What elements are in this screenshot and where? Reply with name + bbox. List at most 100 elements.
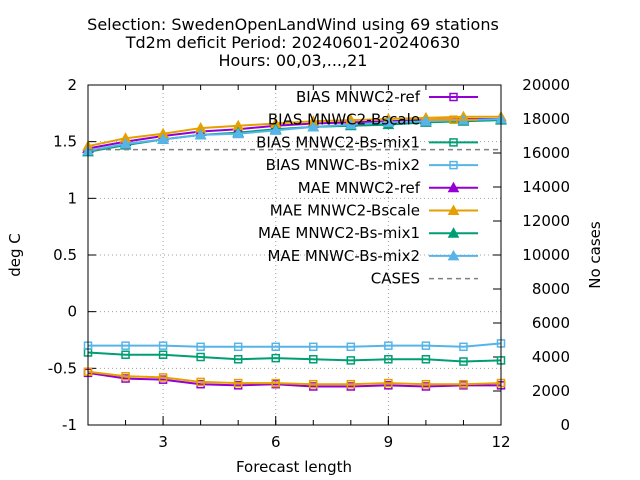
series-line xyxy=(87,351,502,363)
y-tick-label: 0 xyxy=(67,303,77,321)
legend-entry-3: BIAS MNWC-Bs-mix2 xyxy=(266,156,478,174)
data-point xyxy=(344,118,357,130)
legend: BIAS MNWC2-ref BIAS MNWC2-Bscale BIAS MNWC… xyxy=(256,88,478,288)
series-3 xyxy=(83,339,506,352)
y-axis-ticks: -1 -0.5 0 0.5 1 1.5 2 xyxy=(48,76,96,434)
data-point xyxy=(158,373,168,382)
legend-marker xyxy=(449,160,458,170)
data-point xyxy=(309,342,318,352)
legend-entry-8: CASES xyxy=(371,270,478,288)
series-line xyxy=(87,371,501,388)
legend-label: BIAS MNWC-Bs-mix2 xyxy=(266,156,420,174)
title-line-1: Selection: SwedenOpenLandWind using 69 s… xyxy=(87,15,499,34)
y2-tick-label: 8000 xyxy=(532,280,570,298)
y2-tick-label: 6000 xyxy=(532,314,570,332)
legend-label: BIAS MNWC2-Bs-mix1 xyxy=(256,133,420,151)
legend-marker xyxy=(449,138,458,147)
y2-tick-label: 4000 xyxy=(532,348,570,366)
data-point xyxy=(271,342,280,352)
data-point xyxy=(384,341,393,350)
legend-entry-1: BIAS MNWC2-Bscale xyxy=(268,111,478,129)
y-tick-label: 1.5 xyxy=(53,133,77,151)
x-tick-label: 12 xyxy=(491,433,510,451)
data-point xyxy=(271,353,280,363)
y2-tick-label: 14000 xyxy=(522,178,570,196)
legend-label: BIAS MNWC2-ref xyxy=(296,88,421,106)
data-point xyxy=(346,379,356,389)
data-point xyxy=(421,379,431,389)
data-point xyxy=(459,342,468,352)
data-point xyxy=(158,341,168,350)
data-point xyxy=(196,352,205,362)
data-point xyxy=(384,355,393,364)
data-point xyxy=(269,124,282,135)
legend-label: MAE MNWC2-Bscale xyxy=(270,202,420,220)
data-point xyxy=(459,379,468,389)
y2-tick-label: 18000 xyxy=(522,110,570,128)
legend-label: MAE MNWC2-ref xyxy=(298,179,421,197)
x-tick-label: 9 xyxy=(384,433,394,451)
legend-marker xyxy=(447,204,460,215)
data-point xyxy=(421,341,431,350)
data-point xyxy=(233,355,243,364)
y-tick-label: -0.5 xyxy=(48,359,77,377)
data-point xyxy=(121,341,130,350)
y2-axis-ticks: 0 2000 4000 6000 8000 10000 12000 14000 16000 180… xyxy=(493,76,570,434)
y2-tick-label: 2000 xyxy=(532,382,570,400)
legend-entry-2: BIAS MNWC2-Bs-mix1 xyxy=(256,133,478,151)
legend-label: MAE MNWC2-Bs-mix1 xyxy=(258,224,420,242)
legend-label: CASES xyxy=(371,270,420,288)
series-1 xyxy=(83,367,506,389)
legend-entry-0: BIAS MNWC2-ref xyxy=(296,88,478,106)
data-point xyxy=(233,378,243,388)
legend-entry-7: MAE MNWC-Bs-mix2 xyxy=(267,247,478,265)
y-tick-label: 2 xyxy=(67,76,77,94)
data-point xyxy=(194,128,207,140)
title-line-3: Hours: 00,03,...,21 xyxy=(219,51,368,70)
data-point xyxy=(121,350,130,359)
data-point xyxy=(158,350,168,359)
y-tick-label: 1 xyxy=(67,189,77,207)
data-point xyxy=(382,116,395,127)
y2-tick-label: 0 xyxy=(560,416,570,434)
legend-entry-4: MAE MNWC2-ref xyxy=(298,179,478,197)
x-tick-label: 6 xyxy=(271,433,281,451)
data-point xyxy=(346,342,356,352)
data-point xyxy=(346,356,356,365)
series-0 xyxy=(83,368,506,391)
legend-marker xyxy=(449,115,458,124)
legend-marker xyxy=(447,227,460,238)
series-2 xyxy=(83,348,506,366)
legend-entry-5: MAE MNWC2-Bscale xyxy=(270,202,478,220)
y2-axis-label: No cases xyxy=(586,221,604,289)
data-point xyxy=(421,355,431,364)
y2-tick-label: 12000 xyxy=(522,212,570,230)
series-line xyxy=(87,370,502,386)
data-point xyxy=(196,377,205,387)
y2-tick-label: 16000 xyxy=(522,144,570,162)
y2-tick-label: 10000 xyxy=(522,246,570,264)
data-point xyxy=(384,378,393,388)
data-point xyxy=(121,372,130,381)
data-point xyxy=(309,355,318,364)
data-point xyxy=(157,133,169,144)
y2-tick-label: 20000 xyxy=(522,76,570,94)
legend-label: MAE MNWC-Bs-mix2 xyxy=(267,247,420,265)
x-tick-label: 3 xyxy=(158,433,168,451)
legend-marker xyxy=(447,249,460,261)
plot-frame xyxy=(87,84,502,426)
title-line-2: Td2m deficit Period: 20240601-20240630 xyxy=(125,33,460,52)
data-point xyxy=(119,137,132,149)
series-line xyxy=(87,115,501,148)
data-point xyxy=(233,342,243,352)
y-tick-label: 0.5 xyxy=(53,246,77,264)
data-point xyxy=(459,357,468,366)
data-point xyxy=(232,127,245,139)
legend-marker xyxy=(449,92,458,102)
data-point xyxy=(271,378,280,388)
data-point xyxy=(420,115,432,126)
legend-marker xyxy=(447,181,460,193)
x-axis-ticks: 3 6 9 12 xyxy=(87,85,511,451)
data-point xyxy=(196,342,205,352)
